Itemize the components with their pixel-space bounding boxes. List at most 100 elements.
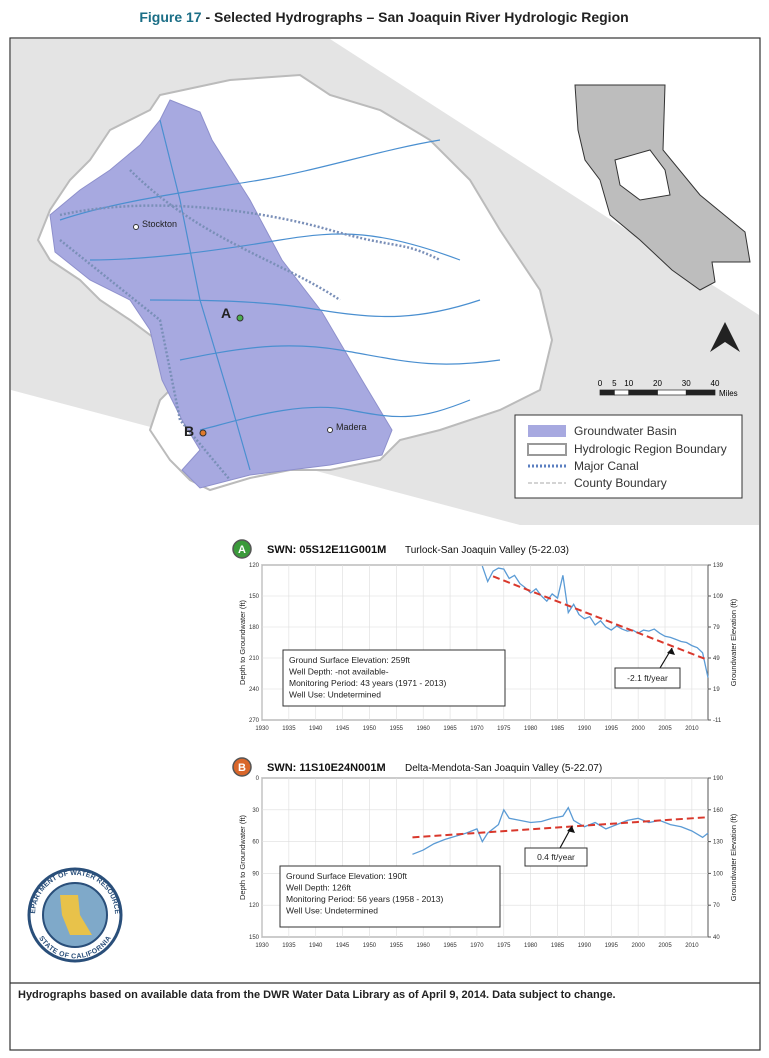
info-line: Ground Surface Elevation: 190ft: [286, 871, 408, 881]
legend-label: Major Canal: [574, 459, 639, 473]
trend-line: [412, 816, 709, 839]
x-tick-label: 1930: [255, 726, 269, 732]
arrow-head: [667, 648, 675, 655]
x-tick-label: 1945: [336, 943, 350, 949]
swn: SWN: 11S10E24N001M: [267, 762, 386, 774]
info-line: Well Depth: -not available-: [289, 667, 389, 677]
y2-tick-label: 100: [713, 871, 724, 877]
y2-axis-label: Groundwater Elevation (ft): [729, 813, 738, 901]
figure-title: - Selected Hydrographs – San Joaquin Riv…: [205, 9, 628, 25]
legend-label: County Boundary: [574, 476, 667, 490]
legend-label: Hydrologic Region Boundary: [574, 442, 727, 456]
well-dot: [236, 314, 244, 322]
y-tick-label: 150: [249, 594, 260, 600]
y2-tick-label: 49: [713, 656, 720, 662]
footer: Hydrographs based on available data from…: [18, 989, 616, 1001]
x-tick-label: 2000: [631, 943, 645, 949]
x-tick-label: 2010: [685, 726, 699, 732]
y2-tick-label: 70: [713, 903, 720, 909]
hydrograph-line: [481, 565, 709, 678]
x-tick-label: 2010: [685, 943, 699, 949]
y2-tick-label: 79: [713, 625, 720, 631]
x-tick-label: 1960: [417, 943, 431, 949]
x-tick-label: 1990: [578, 726, 592, 732]
y-tick-label: 180: [249, 625, 260, 631]
x-tick-label: 1965: [443, 726, 457, 732]
scale-segment: [657, 389, 687, 396]
legend-label: Groundwater Basin: [574, 424, 677, 438]
city-dot: [327, 427, 333, 433]
scale-segment: [685, 389, 716, 396]
x-tick-label: 1990: [578, 943, 592, 949]
annotation: 0.4 ft/year: [537, 852, 575, 862]
y2-tick-label: 19: [713, 687, 720, 693]
x-tick-label: 1985: [551, 943, 565, 949]
y-tick-label: 150: [249, 935, 260, 941]
x-tick-label: 1930: [255, 943, 269, 949]
annotation-box: [524, 847, 588, 867]
info-line: Well Depth: 126ft: [286, 883, 352, 893]
groundwater-basin: [49, 99, 393, 489]
y2-tick-label: 40: [713, 935, 720, 941]
x-tick-label: 1940: [309, 943, 323, 949]
figure-number: Figure 17: [139, 9, 201, 25]
x-tick-label: 1995: [605, 943, 619, 949]
well-marker-label: A: [238, 544, 246, 556]
scale-unit: Miles: [719, 389, 738, 398]
canals: [59, 169, 441, 481]
x-tick-label: 1995: [605, 726, 619, 732]
y2-axis-label: Groundwater Elevation (ft): [729, 598, 738, 686]
trend-line: [492, 575, 709, 661]
x-tick-label: 2005: [658, 726, 672, 732]
well-label: A: [221, 305, 231, 321]
x-tick-label: 1955: [390, 943, 404, 949]
x-tick-label: 1950: [363, 726, 377, 732]
well-dot: [199, 429, 207, 437]
info-box: [282, 649, 506, 707]
y2-tick-label: 130: [713, 840, 724, 846]
x-tick-label: 1970: [470, 726, 484, 732]
x-tick-label: 1985: [551, 726, 565, 732]
scale-label: 10: [624, 379, 633, 388]
y-axis-label: Depth to Groundwater (ft): [238, 599, 247, 685]
scale-segment: [628, 389, 658, 396]
info-line: Ground Surface Elevation: 259ft: [289, 655, 411, 665]
x-tick-label: 1945: [336, 726, 350, 732]
scale-segment: [599, 389, 615, 396]
arrow-head: [567, 826, 575, 833]
well-marker: [232, 757, 252, 777]
x-tick-label: 1955: [390, 726, 404, 732]
x-tick-label: 1975: [497, 943, 511, 949]
page-title: Figure 17 - Selected Hydrographs – San J…: [139, 9, 628, 25]
info-line: Well Use: Undetermined: [289, 690, 381, 700]
y2-tick-label: 109: [713, 594, 724, 600]
well-marker-label: B: [238, 762, 246, 774]
inset-region: [614, 149, 671, 201]
info-line: Monitoring Period: 43 years (1971 - 2013…: [289, 678, 447, 688]
rivers: [59, 119, 501, 471]
y2-tick-label: 160: [713, 808, 724, 814]
well-label: B: [184, 423, 194, 439]
x-tick-label: 1935: [282, 726, 296, 732]
y2-tick-label: -11: [713, 718, 722, 724]
x-tick-label: 1965: [443, 943, 457, 949]
x-tick-label: 2005: [658, 943, 672, 949]
city-label: Stockton: [142, 219, 177, 229]
x-tick-label: 1975: [497, 726, 511, 732]
y-tick-label: 120: [249, 903, 260, 909]
x-tick-label: 1960: [417, 726, 431, 732]
x-tick-label: 1940: [309, 726, 323, 732]
info-line: Well Use: Undetermined: [286, 906, 378, 916]
y-tick-label: 270: [249, 718, 260, 724]
city-label: Madera: [336, 422, 367, 432]
y-tick-label: 30: [252, 808, 259, 814]
x-tick-label: 1980: [524, 943, 538, 949]
scale-segment: [614, 389, 630, 396]
x-tick-label: 2000: [631, 726, 645, 732]
y-tick-label: 210: [249, 656, 260, 662]
basin: Turlock-San Joaquin Valley (5-22.03): [405, 545, 569, 556]
scale-label: 20: [653, 379, 662, 388]
well-marker: [232, 539, 252, 559]
x-tick-label: 1970: [470, 943, 484, 949]
